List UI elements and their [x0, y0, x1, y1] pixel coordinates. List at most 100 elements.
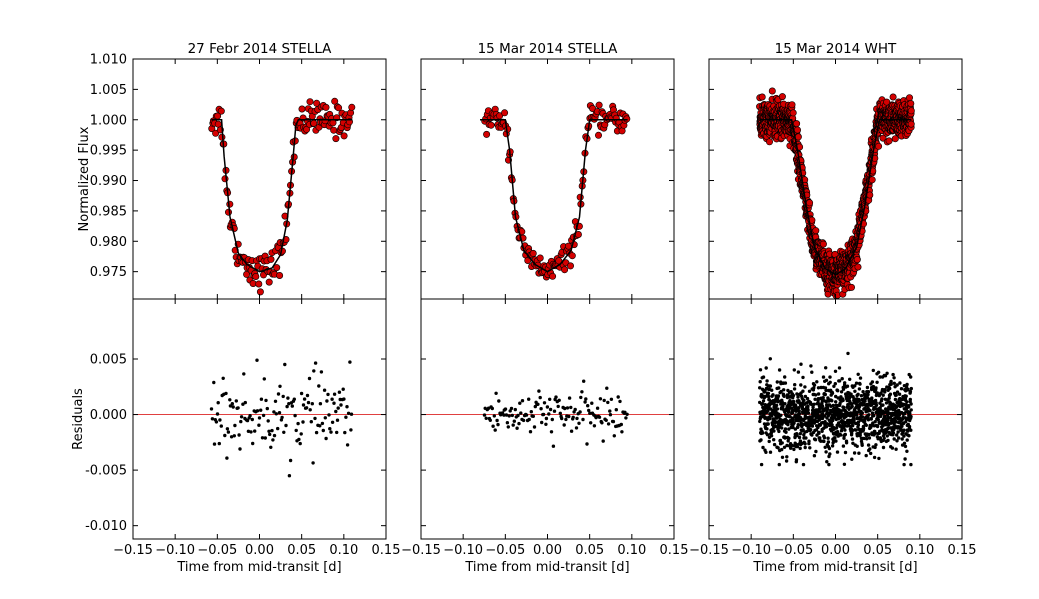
residual-point	[908, 412, 912, 416]
residual-point	[891, 431, 896, 435]
residual-point	[860, 411, 864, 415]
residual-point	[832, 384, 836, 388]
residual-point	[797, 406, 801, 410]
residual-point	[502, 413, 506, 417]
residual-point	[822, 439, 826, 444]
residual-point	[597, 415, 602, 419]
x-tick-label: 0.00	[821, 543, 850, 558]
residual-point	[311, 461, 315, 465]
residual-point	[317, 384, 321, 388]
residual-point	[775, 380, 779, 384]
flux-point	[885, 137, 893, 145]
residual-point	[846, 351, 850, 356]
residual-point	[624, 416, 628, 420]
residual-point	[777, 429, 781, 434]
y-axis-label-bottom: Residuals	[71, 388, 86, 450]
residual-point	[212, 442, 217, 446]
residual-point	[601, 439, 605, 443]
residual-point	[257, 416, 262, 420]
residual-points	[209, 358, 354, 478]
residual-point	[341, 387, 345, 391]
residual-point	[836, 389, 840, 393]
flux-point	[225, 208, 233, 216]
residual-point	[273, 399, 278, 403]
residual-point	[527, 417, 531, 422]
residual-point	[883, 374, 888, 378]
residual-point	[574, 426, 579, 430]
residual-point	[310, 402, 314, 406]
residual-point	[585, 442, 589, 446]
residual-point	[326, 392, 330, 397]
residual-point	[551, 444, 556, 448]
residual-point	[801, 428, 805, 432]
residual-point	[897, 392, 902, 396]
residual-point	[892, 437, 896, 441]
residual-point	[309, 420, 313, 424]
x-axis-label: Time from mid-transit [d]	[752, 560, 917, 575]
flux-point	[549, 272, 557, 280]
residual-point	[219, 424, 223, 428]
residual-point	[313, 361, 318, 365]
residual-point	[889, 382, 893, 386]
residual-point	[783, 402, 787, 406]
residual-point	[852, 451, 857, 455]
x-tick-label: −0.15	[689, 543, 729, 558]
residual-point	[245, 418, 250, 423]
residual-point	[280, 415, 284, 420]
residual-point	[214, 420, 219, 424]
residual-point	[763, 415, 768, 420]
residual-point	[544, 422, 548, 426]
residual-point	[288, 458, 293, 463]
residual-point	[881, 445, 886, 450]
residual-point	[773, 421, 777, 425]
residual-point	[772, 442, 777, 447]
residual-point	[532, 425, 537, 429]
residual-point	[881, 403, 885, 407]
residual-point	[853, 389, 857, 393]
y-tick-label: 0.985	[90, 204, 127, 219]
flux-point	[348, 103, 356, 111]
residual-point	[807, 389, 812, 393]
residual-point	[840, 377, 844, 381]
residual-point	[902, 462, 906, 467]
residual-point	[766, 394, 771, 399]
residual-point	[787, 409, 791, 413]
residual-point	[567, 414, 571, 419]
x-tick-label: −0.10	[443, 543, 483, 558]
residual-point	[281, 394, 285, 399]
residual-point	[874, 386, 878, 390]
residual-point	[909, 408, 913, 412]
residual-point	[848, 377, 852, 381]
residual-point	[575, 416, 579, 421]
residual-point	[327, 413, 331, 417]
residual-point	[758, 368, 763, 372]
residual-point	[284, 423, 288, 428]
residual-point	[882, 436, 886, 440]
residual-point	[248, 414, 252, 418]
residual-point	[490, 406, 494, 411]
panel-title: 27 Febr 2014 STELLA	[188, 41, 333, 57]
residual-point	[861, 426, 866, 431]
residual-point	[345, 405, 349, 409]
residual-point	[893, 397, 898, 402]
residual-point	[761, 375, 766, 379]
residual-point	[858, 433, 862, 437]
x-tick-label: 0.05	[287, 543, 316, 558]
flux-point	[276, 271, 284, 279]
residual-point	[308, 408, 312, 412]
residual-point	[820, 416, 825, 421]
residual-point	[342, 397, 346, 401]
residual-point	[828, 375, 832, 379]
residual-point	[834, 426, 839, 430]
residual-point	[758, 386, 762, 390]
residual-point	[797, 411, 802, 416]
residual-point	[780, 455, 785, 459]
residual-point	[614, 408, 618, 412]
residual-point	[886, 438, 890, 443]
flux-point	[252, 272, 260, 280]
residual-point	[765, 433, 770, 437]
residual-point	[769, 434, 774, 438]
residual-point	[850, 404, 854, 409]
residual-point	[837, 366, 842, 370]
residual-point	[764, 366, 768, 370]
